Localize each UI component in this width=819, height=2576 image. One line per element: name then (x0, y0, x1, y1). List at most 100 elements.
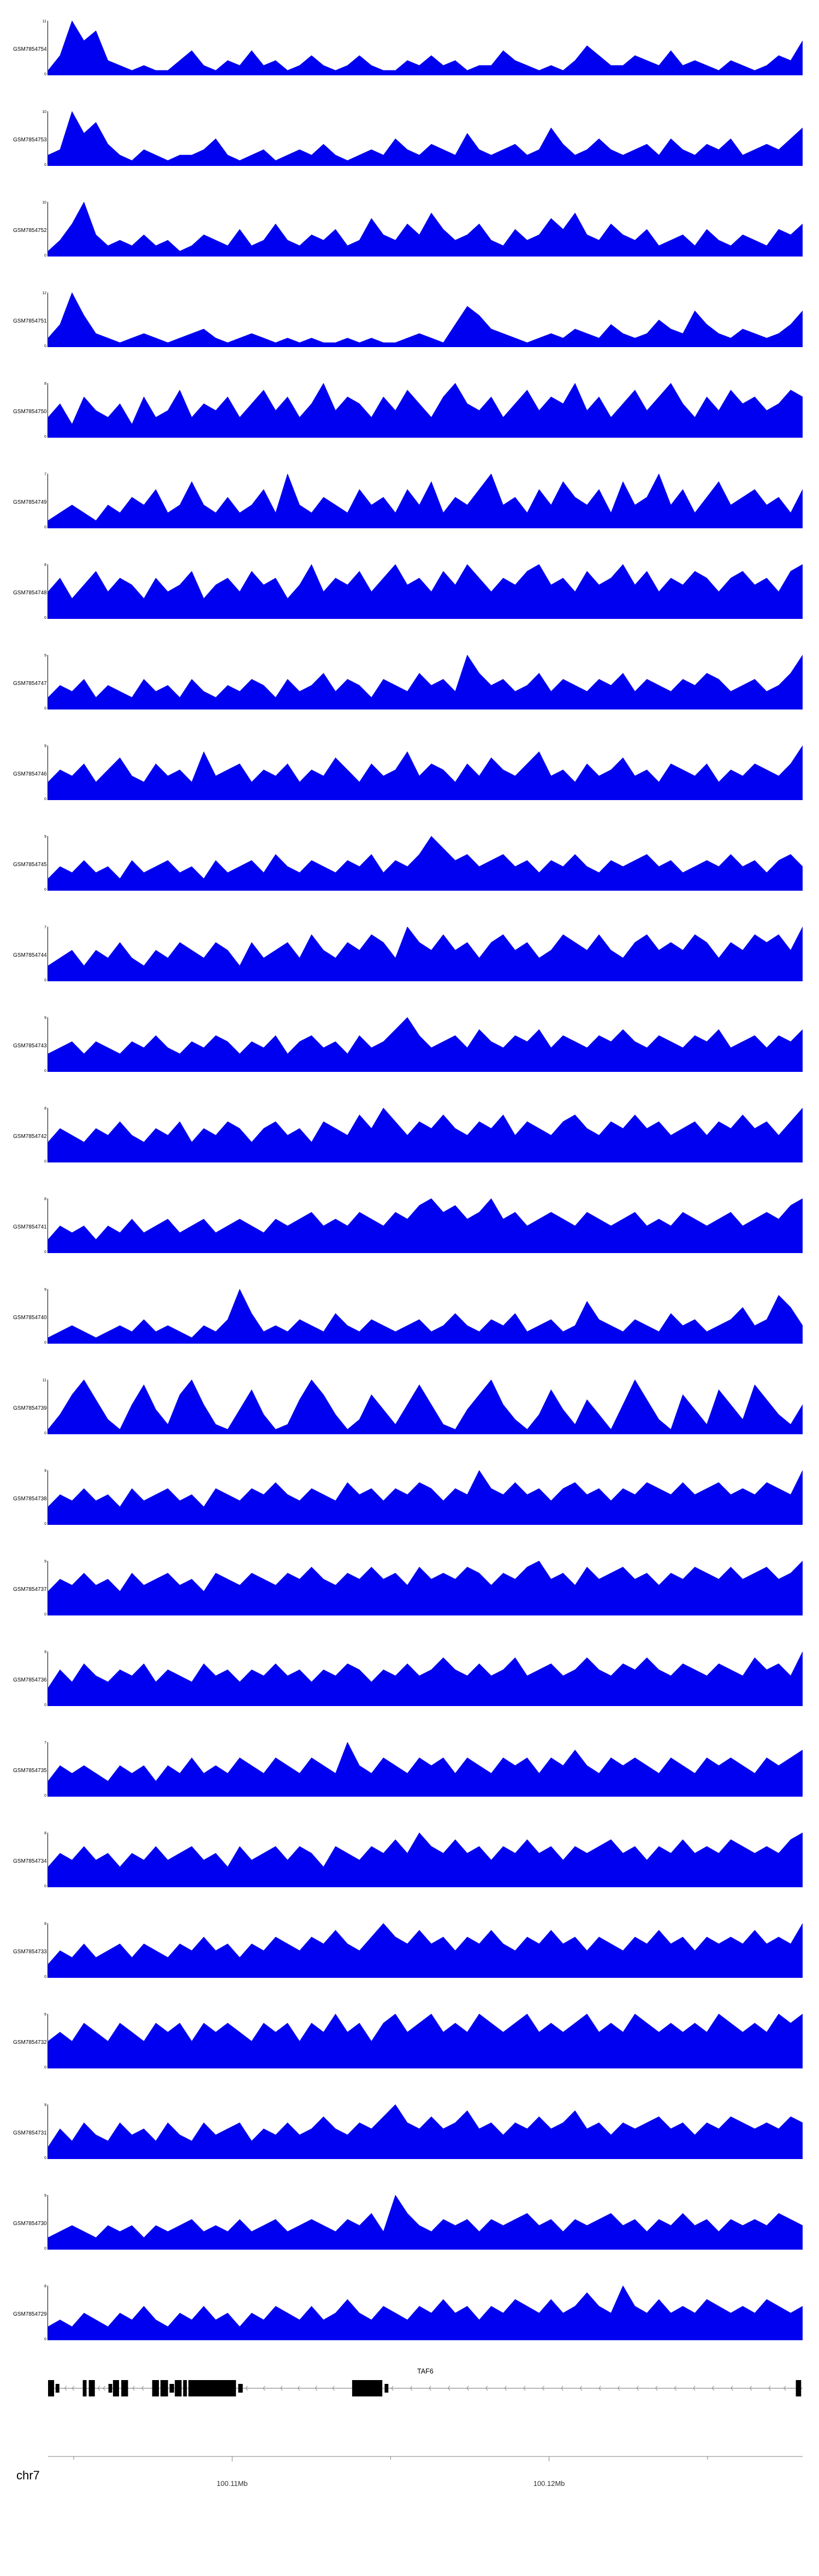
data-track-row: GSM7854732 6 0 (0, 1997, 819, 2088)
strand-arrow-icon (97, 2386, 100, 2391)
y-axis-zero-label: 0 (44, 2247, 46, 2251)
track-sample-label: GSM7854736 (13, 1677, 47, 1683)
data-track-row: GSM7854733 8 0 (0, 1907, 819, 1997)
track-sample-label: GSM7854754 (13, 46, 47, 52)
data-track-row: GSM7854753 10 0 (0, 95, 819, 186)
y-axis-max-label: 11 (42, 1379, 46, 1382)
y-axis-zero-label: 0 (44, 2338, 46, 2341)
coverage-area-svg (48, 1017, 803, 1072)
y-axis-max-label: 9 (44, 1560, 46, 1564)
y-axis-max-label: 9 (44, 654, 46, 658)
track-sample-label: GSM7854733 (13, 1949, 47, 1955)
data-track-row: GSM7854734 8 0 (0, 1816, 819, 1907)
coverage-area-svg (48, 2286, 803, 2340)
strand-arrow-icon (579, 2386, 583, 2391)
strand-arrow-icon (132, 2386, 135, 2391)
coverage-polygon (48, 836, 803, 891)
y-axis-zero-label: 0 (44, 1613, 46, 1617)
coverage-tracks-panel: GSM7854754 11 0 GSM7854753 10 0 GSM7854752 10 0 G… (0, 20, 819, 2341)
coverage-area-svg (48, 2104, 803, 2159)
coverage-polygon (48, 2014, 803, 2068)
gene-name-label: TAF6 (417, 2368, 434, 2375)
coverage-area-svg (48, 293, 803, 347)
strand-arrow-icon (245, 2386, 248, 2391)
y-axis-zero-label: 0 (44, 435, 46, 439)
exon-box (152, 2380, 159, 2396)
coverage-area-svg (48, 1198, 803, 1253)
exon-box (48, 2380, 55, 2396)
exon-box (121, 2380, 128, 2396)
y-axis-max-label: 7 (44, 473, 46, 476)
strand-arrow-icon (711, 2386, 715, 2391)
strand-arrow-icon (447, 2386, 450, 2391)
coverage-polygon (48, 746, 803, 800)
coverage-polygon (48, 1017, 803, 1072)
y-axis-zero-label: 0 (44, 2066, 46, 2070)
exon-box (108, 2384, 112, 2393)
strand-arrow-icon (598, 2386, 601, 2391)
genome-browser-figure: GSM7854754 11 0 GSM7854753 10 0 GSM7854752 10 0 G… (0, 20, 819, 2488)
y-axis-zero-label: 0 (44, 1794, 46, 1798)
strand-arrow-icon (391, 2386, 394, 2391)
strand-arrow-icon (674, 2386, 676, 2391)
coverage-polygon (48, 655, 803, 709)
coverage-polygon (48, 474, 803, 528)
data-track-row: GSM7854735 7 0 (0, 1726, 819, 1816)
y-axis-zero-label: 0 (44, 1975, 46, 1979)
track-sample-label: GSM7854737 (13, 1587, 47, 1593)
coverage-area-svg (48, 474, 803, 528)
y-axis-max-label: 9 (44, 2194, 46, 2198)
y-axis-zero-label: 0 (44, 979, 46, 982)
coverage-area-svg (48, 383, 803, 438)
coverage-polygon (48, 293, 803, 347)
strand-arrow-icon (636, 2386, 639, 2391)
y-axis-max-label: 9 (44, 2103, 46, 2107)
y-axis-zero-label: 0 (44, 1069, 46, 1073)
strand-arrow-icon (466, 2386, 469, 2391)
y-axis-zero-label: 0 (44, 888, 46, 892)
gene-model-svg (48, 2380, 803, 2396)
strand-arrow-icon (297, 2386, 300, 2391)
track-sample-label: GSM7854749 (13, 499, 47, 505)
data-track-row: GSM7854739 11 0 (0, 1363, 819, 1454)
strand-arrow-icon (485, 2386, 488, 2391)
coverage-signal-plot: 10 0 (42, 201, 803, 258)
data-track-row: GSM7854737 9 0 (0, 1545, 819, 1635)
exon-box (188, 2380, 236, 2396)
y-axis-max-label: 9 (44, 1288, 46, 1292)
y-axis-zero-label: 0 (44, 1885, 46, 1888)
strand-arrow-icon (504, 2386, 507, 2391)
strand-arrow-icon (692, 2386, 696, 2391)
coverage-polygon (48, 202, 803, 257)
track-sample-label: GSM7854748 (13, 590, 47, 596)
y-axis-zero-label: 0 (44, 1341, 46, 1345)
y-axis-max-label: 8 (44, 1107, 46, 1111)
coverage-area-svg (48, 927, 803, 981)
exon-box (112, 2380, 119, 2396)
data-track-row: GSM7854748 8 0 (0, 548, 819, 639)
data-track-row: GSM7854745 9 0 (0, 820, 819, 910)
y-axis-max-label: 8 (44, 1832, 46, 1835)
coverage-polygon (48, 564, 803, 619)
strand-arrow-icon (731, 2386, 733, 2391)
data-track-row: GSM7854731 9 0 (0, 2088, 819, 2179)
y-axis-max-label: 10 (42, 201, 46, 205)
exon-box (175, 2380, 182, 2396)
strand-arrow-icon (655, 2386, 658, 2391)
data-track-row: GSM7854749 7 0 (0, 457, 819, 548)
strand-arrow-icon (314, 2386, 318, 2391)
exon-box (796, 2380, 802, 2396)
y-axis-zero-label: 0 (44, 1703, 46, 1707)
y-axis-zero-label: 0 (44, 73, 46, 76)
coverage-area-svg (48, 21, 803, 75)
y-axis-zero-label: 0 (44, 1522, 46, 1526)
coverage-polygon (48, 111, 803, 166)
